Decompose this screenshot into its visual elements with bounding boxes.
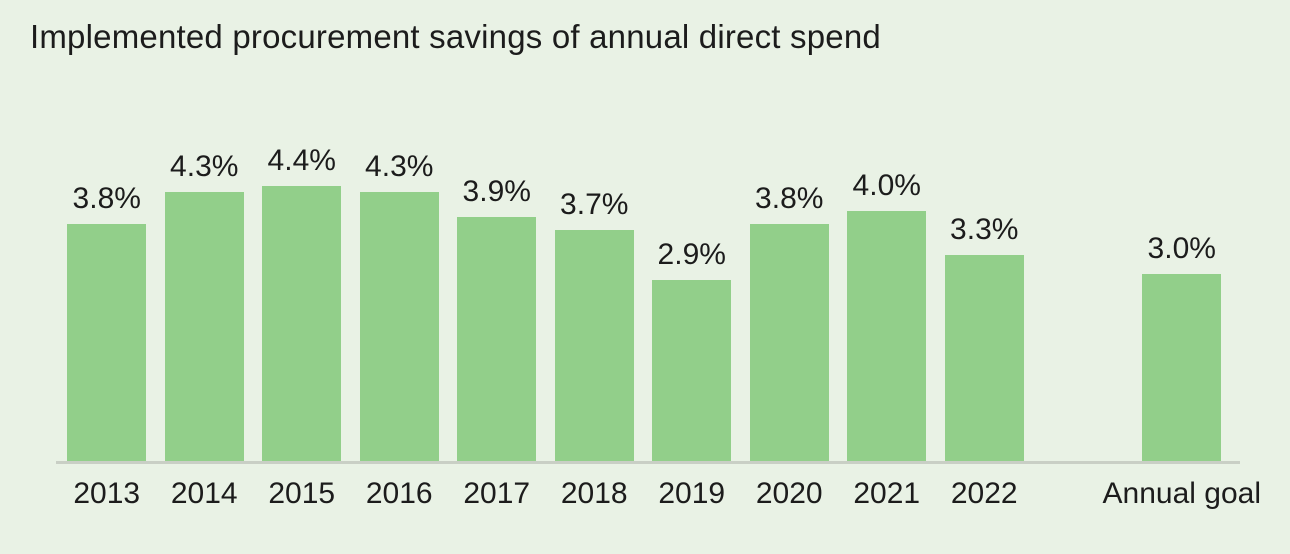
bar-group-2022: 3.3% 2022 (936, 213, 1034, 510)
value-label-2018: 3.7% (560, 188, 629, 221)
bar-2017 (457, 217, 537, 463)
x-axis-label-2020: 2020 (755, 477, 823, 510)
bar-2022 (944, 255, 1024, 463)
bar-group-2016: 4.3% 2016 (351, 150, 449, 510)
value-label-2016: 4.3% (365, 150, 434, 183)
bar-groups: 3.8% 2013 4.3% 2014 4.4% 2015 4.3% 2016 3.9% 2017… (58, 144, 1261, 510)
bar-2021 (847, 211, 927, 463)
bar-2020 (749, 224, 829, 463)
bar-group-2013: 3.8% 2013 (58, 182, 156, 510)
value-label-2015: 4.4% (267, 144, 336, 177)
bar-annual-goal (1142, 274, 1222, 463)
value-label-2020: 3.8% (755, 182, 824, 215)
value-label-2021: 4.0% (852, 169, 921, 202)
x-axis-label-2022: 2022 (950, 477, 1018, 510)
x-axis-label-2019: 2019 (658, 477, 726, 510)
bar-group-2020: 3.8% 2020 (741, 182, 839, 510)
x-axis-label-annual-goal: Annual goal (1102, 477, 1261, 510)
value-label-annual-goal: 3.0% (1147, 232, 1216, 265)
x-axis-label-2013: 2013 (73, 477, 141, 510)
bar-2019 (652, 280, 732, 463)
x-axis-label-2015: 2015 (268, 477, 336, 510)
bar-2013 (67, 224, 147, 463)
bar-group-2021: 4.0% 2021 (838, 169, 936, 510)
bar-2018 (554, 230, 634, 463)
x-axis-label-2016: 2016 (365, 477, 433, 510)
x-axis-label-2014: 2014 (170, 477, 238, 510)
bar-group-2014: 4.3% 2014 (156, 150, 254, 510)
x-axis-label-2018: 2018 (560, 477, 628, 510)
bar-group-annual-goal: 3.0% Annual goal (1103, 232, 1261, 510)
bar-group-2015: 4.4% 2015 (253, 144, 351, 510)
chart-title: Implemented procurement savings of annua… (30, 18, 881, 55)
bar-group-2019: 2.9% 2019 (643, 238, 741, 510)
bar-2014 (164, 192, 244, 463)
value-label-2013: 3.8% (72, 182, 141, 215)
bar-group-2018: 3.7% 2018 (546, 188, 644, 510)
value-label-2017: 3.9% (462, 175, 531, 208)
bar-2015 (262, 186, 342, 463)
x-axis-label-2017: 2017 (463, 477, 531, 510)
value-label-2022: 3.3% (950, 213, 1019, 246)
value-label-2014: 4.3% (170, 150, 239, 183)
bar-2016 (359, 192, 439, 463)
bar-group-2017: 3.9% 2017 (448, 175, 546, 510)
x-axis-label-2021: 2021 (853, 477, 921, 510)
value-label-2019: 2.9% (657, 238, 726, 271)
x-axis-line (56, 461, 1240, 464)
